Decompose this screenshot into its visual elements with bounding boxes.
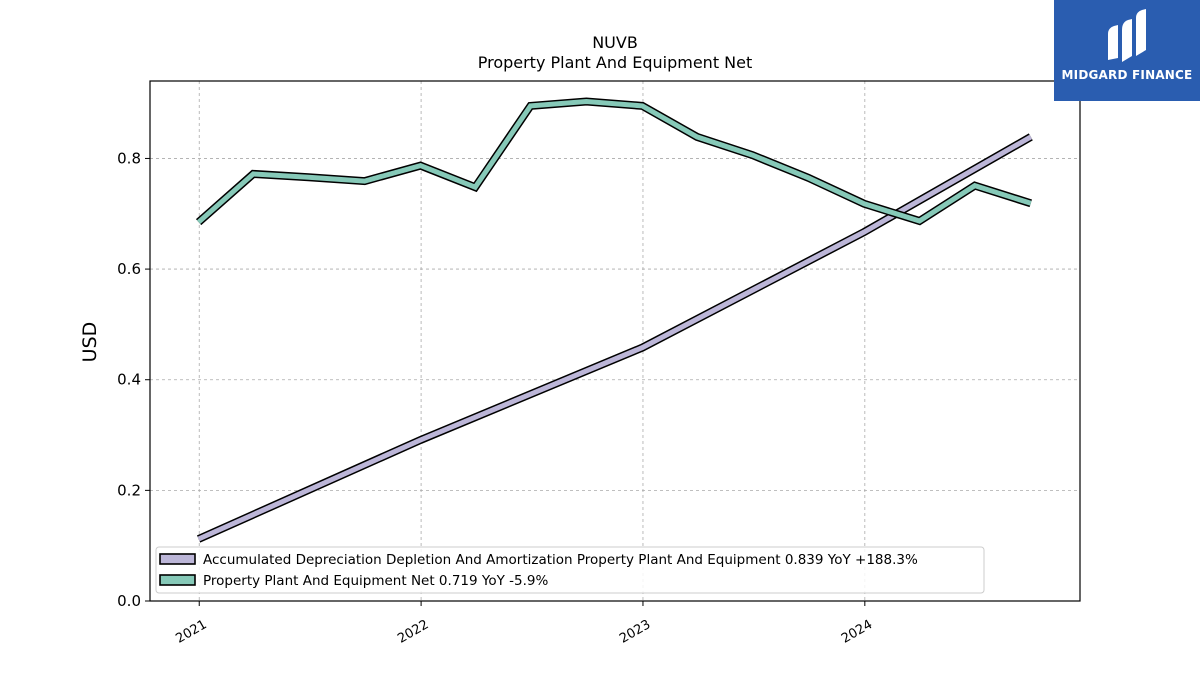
x-tick-label: 2022 [395,617,431,647]
legend-label: Accumulated Depreciation Depletion And A… [203,552,918,568]
brand-logo: MIDGARD FINANCE [1054,0,1200,101]
x-axis: 2021 2022 2023 2024 [173,601,875,647]
y-tick-label: 0.6 [117,260,141,278]
x-tick-label: 2023 [617,617,653,647]
legend-swatch [159,553,196,565]
y-tick-label: 0.2 [117,481,141,499]
y-tick-label: 0.0 [117,592,141,610]
series-line [197,134,1033,542]
series-layer [195,97,1033,543]
series-1 [195,97,1033,226]
logo-mark-icon [1108,9,1146,62]
x-tick-label: 2021 [173,617,209,647]
chart-subtitle: Property Plant And Equipment Net [478,53,753,72]
x-tick-label: 2024 [839,617,875,647]
legend: Accumulated Depreciation Depletion And A… [155,546,985,594]
y-axis: 0.0 0.2 0.4 0.6 0.8 [117,149,150,610]
legend-swatch [159,574,196,586]
series-0 [196,133,1033,543]
plot-frame [149,80,1081,602]
grid [150,81,1080,602]
legend-label: Property Plant And Equipment Net 0.719 Y… [203,573,548,589]
y-tick-label: 0.8 [117,149,141,167]
y-tick-label: 0.4 [117,371,141,389]
legend-box [155,546,985,594]
series-line [196,98,1032,224]
logo-text: MIDGARD FINANCE [1061,68,1193,82]
series-line-outline [196,133,1033,543]
y-axis-label: USD [79,322,101,363]
chart-title: NUVB [592,33,638,52]
